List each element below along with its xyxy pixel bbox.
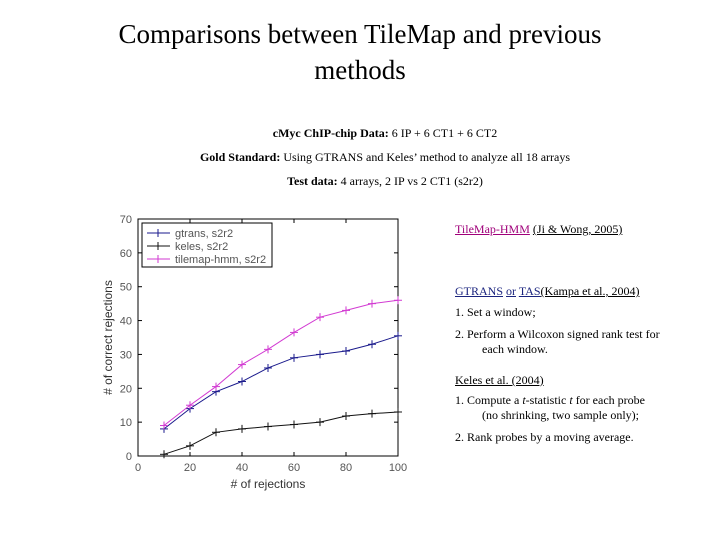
y-tick-label: 30 bbox=[120, 349, 132, 361]
keles-step1-line2: (no shrinking, two sample only); bbox=[482, 408, 639, 422]
comparison-chart: 0 20 40 60 80 100 0 10 20 30 40 50 60 70 # of rejectio… bbox=[101, 214, 407, 491]
data-point bbox=[368, 409, 376, 418]
slide-title-line1: Comparisons between TileMap and previous bbox=[118, 19, 602, 49]
data-value: 6 IP + 6 CT1 + 6 CT2 bbox=[391, 126, 498, 140]
x-axis-label: # of rejections bbox=[231, 477, 306, 491]
data-point bbox=[238, 424, 246, 433]
data-point bbox=[238, 360, 246, 369]
data-point bbox=[160, 421, 168, 430]
data-point bbox=[342, 306, 350, 315]
y-tick-label: 20 bbox=[120, 383, 132, 395]
data-point bbox=[264, 363, 272, 372]
data-point bbox=[186, 401, 194, 410]
gtrans-step2: 2. Perform a Wilcoxon signed rank test f… bbox=[455, 327, 660, 357]
x-tick-label: 60 bbox=[288, 462, 300, 474]
series-0 bbox=[160, 331, 402, 433]
data-point bbox=[316, 313, 324, 322]
keles-reference: Keles et al. (2004) bbox=[455, 373, 544, 387]
data-point bbox=[368, 340, 376, 349]
data-point bbox=[368, 299, 376, 308]
data-point bbox=[394, 331, 402, 340]
data-point bbox=[238, 377, 246, 386]
slide-title: Comparisons between TileMap and previous… bbox=[0, 16, 720, 88]
legend-label: tilemap-hmm, s2r2 bbox=[175, 254, 266, 266]
test-label: Test data: bbox=[287, 174, 338, 188]
data-point bbox=[186, 441, 194, 450]
tilemap-method: TileMap-HMM (Ji & Wong, 2005) bbox=[455, 222, 622, 237]
data-point bbox=[290, 353, 298, 362]
series-2 bbox=[160, 296, 402, 430]
gtrans-method: GTRANS or TAS(Kampa et al., 2004) bbox=[455, 284, 640, 299]
y-tick-label: 50 bbox=[120, 282, 132, 294]
legend-label: gtrans, s2r2 bbox=[175, 228, 233, 240]
keles-step2: 2. Rank probes by a moving average. bbox=[455, 430, 634, 444]
data-point bbox=[290, 420, 298, 429]
series-line bbox=[163, 299, 399, 426]
test-value: 4 arrays, 2 IP vs 2 CT1 (s2r2) bbox=[340, 174, 483, 188]
gold-label: Gold Standard: bbox=[199, 150, 281, 164]
gtrans-reference: (Kampa et al., 2004) bbox=[540, 284, 640, 298]
y-tick-label: 70 bbox=[120, 214, 132, 226]
keles-step1-mid: -statistic bbox=[525, 393, 570, 407]
keles-step1: 1. Compute a t-statistic t for each prob… bbox=[455, 393, 645, 423]
y-tick-label: 40 bbox=[120, 316, 132, 328]
data-point bbox=[394, 407, 402, 416]
legend-label: keles, s2r2 bbox=[175, 241, 228, 253]
data-point bbox=[212, 382, 220, 391]
data-point bbox=[212, 428, 220, 437]
x-tick-label: 20 bbox=[184, 462, 196, 474]
data-point bbox=[316, 350, 324, 359]
slide-title-line2: methods bbox=[314, 55, 406, 85]
series-1 bbox=[160, 407, 402, 459]
keles-step1-pre: 1. Compute a bbox=[455, 393, 523, 407]
series-line bbox=[163, 411, 399, 455]
data-description: cMyc ChIP-chip Data: 6 IP + 6 CT1 + 6 CT… bbox=[0, 126, 720, 141]
data-point bbox=[316, 418, 324, 427]
data-point bbox=[290, 328, 298, 337]
y-axis-label: # of correct rejections bbox=[101, 280, 115, 395]
data-point bbox=[160, 450, 168, 459]
legend-box bbox=[141, 222, 273, 268]
y-tick-label: 60 bbox=[120, 248, 132, 260]
gtrans-step2-line2: each window. bbox=[482, 342, 548, 356]
x-tick-label: 100 bbox=[389, 462, 407, 474]
or-word: or bbox=[506, 284, 517, 298]
gold-value: Using GTRANS and Keles’ method to analyz… bbox=[283, 150, 571, 164]
gold-standard-description: Gold Standard: Using GTRANS and Keles’ m… bbox=[0, 150, 720, 165]
keles-step1-post: for each probe bbox=[572, 393, 645, 407]
keles-method: Keles et al. (2004) bbox=[455, 373, 544, 388]
data-point bbox=[264, 422, 272, 431]
tas-link[interactable]: TAS bbox=[518, 284, 541, 298]
data-point bbox=[342, 347, 350, 356]
gtrans-step2-line1: 2. Perform a Wilcoxon signed rank test f… bbox=[455, 327, 660, 341]
data-label: cMyc ChIP-chip Data: bbox=[272, 126, 389, 140]
x-tick-label: 80 bbox=[340, 462, 352, 474]
gtrans-link[interactable]: GTRANS bbox=[455, 284, 504, 298]
y-tick-label: 10 bbox=[120, 417, 132, 429]
data-point bbox=[394, 296, 402, 305]
series-line bbox=[163, 335, 399, 430]
keles-step1-t2: t bbox=[569, 393, 573, 407]
gtrans-step1: 1. Set a window; bbox=[455, 305, 536, 319]
test-data-description: Test data: 4 arrays, 2 IP vs 2 CT1 (s2r2… bbox=[0, 174, 720, 189]
tilemap-reference: (Ji & Wong, 2005) bbox=[532, 222, 623, 236]
keles-step1-t1: t bbox=[522, 393, 526, 407]
x-tick-label: 0 bbox=[135, 462, 141, 474]
y-tick-label: 0 bbox=[126, 451, 132, 463]
data-point bbox=[342, 412, 350, 421]
tilemap-link[interactable]: TileMap-HMM bbox=[455, 222, 530, 236]
x-tick-label: 40 bbox=[236, 462, 248, 474]
data-point bbox=[264, 345, 272, 354]
